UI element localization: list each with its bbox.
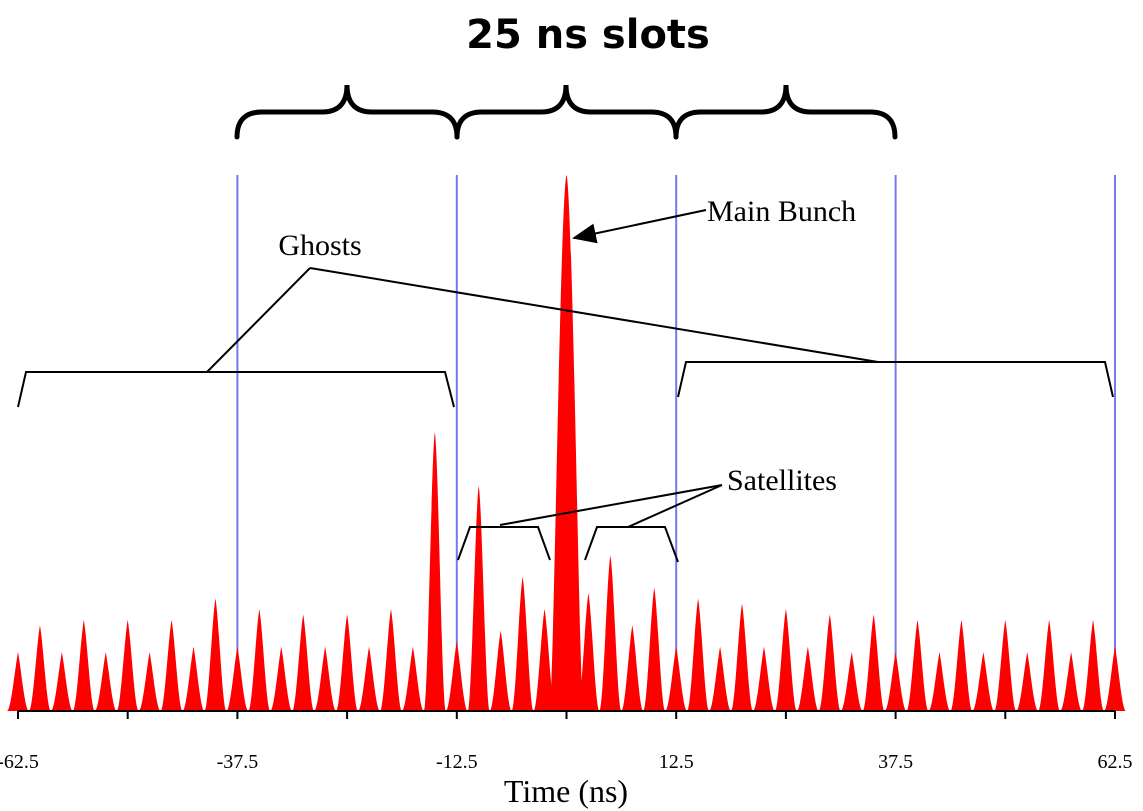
peak — [994, 619, 1017, 711]
peak — [379, 609, 402, 711]
x-tick-label: 37.5 — [878, 751, 913, 773]
chart-title: 25 ns slots — [466, 12, 710, 58]
peak — [489, 630, 512, 711]
peak — [549, 175, 584, 711]
peak — [621, 625, 644, 711]
peak — [577, 593, 600, 711]
peak — [928, 652, 951, 711]
peak — [248, 609, 271, 711]
peak — [906, 619, 929, 711]
peak — [314, 646, 337, 711]
peak — [138, 652, 161, 711]
peak — [50, 652, 73, 711]
peak — [752, 646, 775, 711]
peak — [665, 646, 688, 711]
peak — [818, 614, 841, 711]
peak — [336, 614, 359, 711]
peak — [796, 646, 819, 711]
annotation: Ghosts — [278, 229, 361, 262]
peak — [7, 652, 29, 711]
x-axis-label: Time (ns) — [504, 773, 628, 809]
x-tick-label: -37.5 — [217, 751, 259, 773]
peak — [731, 603, 754, 711]
annotation: Satellites — [727, 464, 837, 497]
peak — [1060, 652, 1083, 711]
peak — [511, 577, 534, 711]
peak — [643, 587, 666, 711]
peak — [467, 485, 490, 711]
peak — [445, 641, 468, 711]
peak — [226, 646, 249, 711]
peak — [94, 652, 117, 711]
peak — [28, 625, 51, 711]
peak — [72, 619, 95, 711]
peak — [972, 652, 995, 711]
peak — [270, 646, 293, 711]
peak — [687, 598, 710, 711]
peak — [709, 646, 732, 711]
peak — [1038, 619, 1061, 711]
peak — [840, 652, 863, 711]
peak — [358, 646, 381, 711]
peak — [950, 619, 973, 711]
peak — [1082, 619, 1105, 711]
slot-braces — [234, 84, 898, 140]
peak — [116, 619, 139, 711]
peak — [182, 646, 205, 711]
peak — [884, 652, 907, 711]
peak — [401, 646, 424, 711]
x-tick-label: 12.5 — [659, 751, 694, 773]
peak — [292, 614, 315, 711]
x-tick-label: -62.5 — [0, 751, 39, 773]
peak — [533, 609, 556, 711]
annotation: Main Bunch — [707, 195, 856, 228]
peak — [1104, 646, 1126, 711]
peak — [204, 598, 227, 711]
x-tick-label: -12.5 — [436, 751, 478, 773]
peak — [1016, 652, 1039, 711]
annotation-lines — [17, 209, 1114, 563]
peak — [599, 555, 622, 711]
peak — [774, 609, 797, 711]
peak — [423, 432, 446, 711]
x-tick-label: 62.5 — [1098, 751, 1133, 773]
peak — [160, 619, 183, 711]
peak — [862, 614, 885, 711]
